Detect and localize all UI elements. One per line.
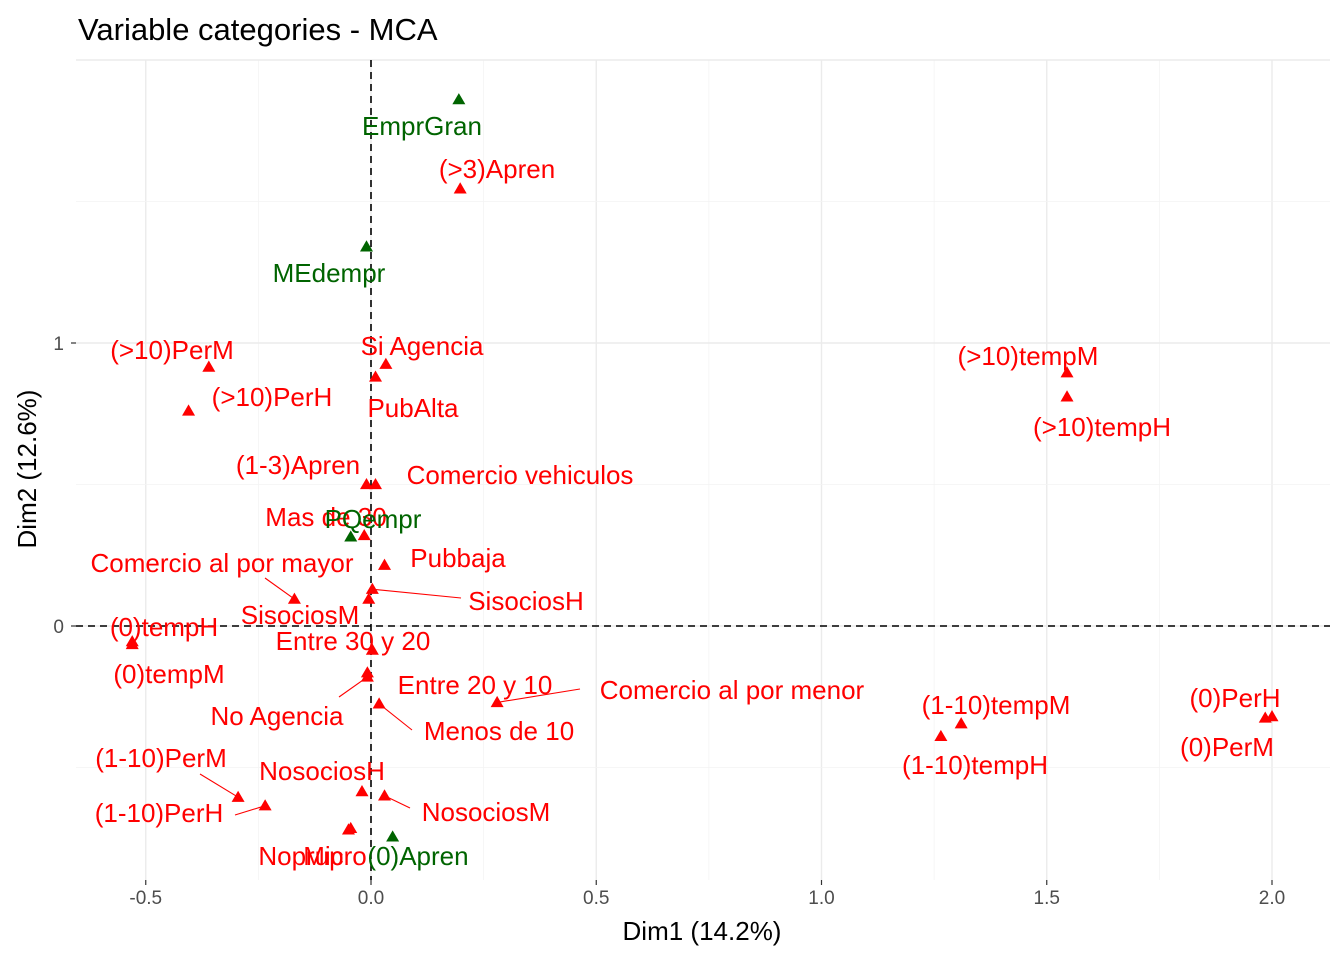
y-tick-label: 1 [53, 334, 64, 355]
point-label-emprgran: EmprGran [362, 111, 482, 141]
leader-line-1-10-perm [199, 773, 239, 798]
reference-lines [76, 60, 1330, 880]
point-marker-10-temph [1060, 390, 1074, 402]
point-marker-si-agencia [379, 357, 393, 369]
x-axis-ticks: -0.5 0.0 0.5 1.0 1.5 2.0 [129, 880, 1285, 909]
point-label-0-perm: (0)PerM [1180, 732, 1274, 762]
chart-title: Variable categories - MCA [78, 12, 438, 47]
leader-line-comercio-al-por-menor [497, 688, 581, 703]
point-label-1-10-perm: (1-10)PerM [95, 743, 226, 773]
point-label-sisociosh: SisociosH [468, 586, 584, 616]
point-labels: EmprGran (>3)Apren MEdempr (>10)PerM (>10)Pe… [91, 111, 1281, 871]
point-marker-1-10-tempm [954, 717, 968, 729]
point-marker-pubalta [369, 370, 383, 382]
point-label-menos-de-10: Menos de 10 [424, 716, 574, 746]
point-marker-1-3-apren [359, 478, 373, 490]
point-label-comercio-vehiculos: Comercio vehiculos [407, 460, 634, 490]
point-label-comercio-al-por-menor: Comercio al por menor [600, 675, 865, 705]
point-marker-comercio-al-por-menor [490, 695, 504, 708]
leader-line-sisociosh [372, 588, 462, 599]
point-marker-mas-de-30 [357, 528, 371, 541]
point-label-10-tempm: (>10)tempM [958, 341, 1099, 371]
point-marker-sisociosm [362, 592, 376, 604]
point-label-nosociosm: NosociosM [422, 797, 551, 827]
point-marker-no-agencia [360, 670, 374, 682]
point-label-si-agencia: Si Agencia [361, 331, 484, 361]
y-axis-title: Dim2 (12.6%) [12, 390, 42, 549]
point-label-no-agencia: No Agencia [211, 701, 345, 731]
point-marker-0-perm [1258, 711, 1272, 723]
point-label-0-tempm: (0)tempM [113, 659, 224, 689]
x-tick-label: -0.5 [129, 888, 162, 909]
point-label-3-apren: (>3)Apren [439, 154, 555, 184]
x-axis-title: Dim1 (14.2%) [623, 916, 782, 946]
point-label-mas-de-30: Mas de 30 [265, 502, 386, 532]
x-tick-label: 2.0 [1259, 888, 1285, 909]
point-marker-comercio-vehiculos [369, 478, 383, 490]
point-label-noprup: Noprup [258, 841, 343, 871]
point-marker-pubbaja [378, 558, 392, 570]
point-marker-1-10-perm [231, 790, 245, 802]
point-label-10-perm: (>10)PerM [110, 335, 234, 365]
data-points [125, 93, 1279, 842]
point-label-1-3-apren: (1-3)Apren [236, 450, 360, 480]
x-tick-label: 0.5 [583, 888, 609, 909]
point-label-1-10-tempm: (1-10)tempM [922, 690, 1071, 720]
point-label-pubalta: PubAlta [367, 393, 459, 423]
point-marker-nosociosm [378, 789, 392, 801]
point-label-entre-30-y-20: Entre 30 y 20 [276, 626, 431, 656]
point-marker-entre-30-y-20 [365, 643, 379, 655]
x-tick-label: 0.0 [358, 888, 384, 909]
point-marker-comercio-al-por-mayor [287, 592, 301, 604]
point-marker-1-10-perh [258, 799, 272, 811]
point-marker-10-perh [182, 404, 196, 416]
point-marker-menos-de-10 [372, 697, 386, 709]
point-label-0-apren: (0)Apren [367, 841, 468, 871]
point-marker-10-tempm [1060, 366, 1074, 378]
point-label-comercio-al-por-mayor: Comercio al por mayor [91, 548, 354, 578]
point-label-0-perh: (0)PerH [1189, 683, 1280, 713]
point-label-pqempr: PQempr [325, 504, 422, 534]
point-label-medempr: MEdempr [273, 258, 386, 288]
x-tick-label: 1.5 [1034, 888, 1060, 909]
point-label-0-temph: (0)tempH [110, 612, 218, 642]
y-tick-label: 0 [53, 617, 64, 638]
point-label-micro: Micro [303, 841, 367, 871]
point-marker-nosociosh [355, 785, 369, 797]
point-label-pubbaja: Pubbaja [410, 543, 506, 573]
y-axis-ticks: 01 [53, 334, 76, 638]
point-marker-micro [341, 823, 355, 835]
leader-line-comercio-al-por-mayor [264, 577, 295, 600]
point-marker-pqempr [344, 530, 358, 542]
point-label-1-10-perh: (1-10)PerH [95, 798, 224, 828]
x-tick-label: 1.0 [808, 888, 834, 909]
point-marker-3-apren [453, 182, 467, 194]
point-label-entre-20-y-10: Entre 20 y 10 [398, 670, 553, 700]
point-marker-0-tempm [125, 637, 139, 650]
point-marker-0-apren [386, 830, 400, 842]
point-marker-medempr [359, 240, 373, 252]
point-marker-emprgran [452, 93, 466, 105]
point-label-10-temph: (>10)tempH [1033, 412, 1171, 442]
point-label-1-10-temph: (1-10)tempH [902, 750, 1048, 780]
point-label-nosociosh: NosociosH [259, 756, 385, 786]
point-label-sisociosm: SisociosM [241, 600, 359, 630]
point-marker-10-perm [202, 360, 216, 372]
point-marker-sisociosh [365, 582, 379, 594]
point-marker-1-10-temph [934, 729, 948, 742]
point-label-10-perh: (>10)PerH [212, 382, 333, 412]
leader-line-1-10-perh [234, 805, 266, 816]
